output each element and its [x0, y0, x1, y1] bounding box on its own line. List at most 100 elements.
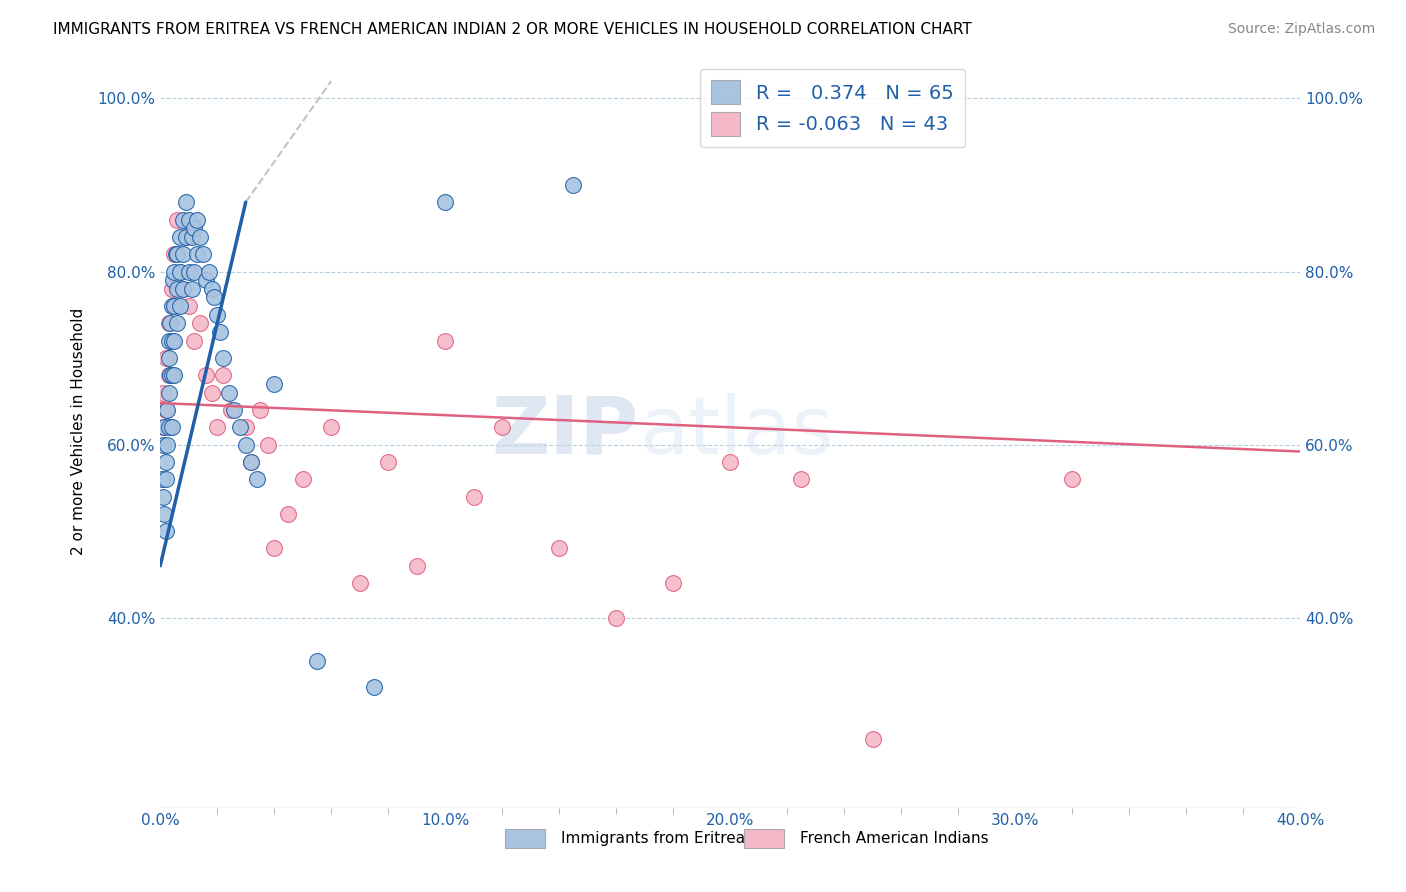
Point [321, 420, 343, 434]
Point [157, 334, 180, 348]
Point [257, 437, 280, 451]
Point [194, 368, 217, 383]
Point [172, 282, 194, 296]
Point [790, 472, 813, 486]
Point [155, 472, 177, 486]
Point [152, 420, 174, 434]
Point [183, 264, 205, 278]
Point [209, 325, 232, 339]
Point [218, 385, 240, 400]
Point [166, 317, 188, 331]
Point [377, 455, 399, 469]
Point [434, 334, 457, 348]
Point [718, 455, 741, 469]
Point [156, 403, 179, 417]
Point [197, 264, 219, 278]
Point [155, 524, 177, 538]
Point [152, 437, 174, 451]
Text: Source: ZipAtlas.com: Source: ZipAtlas.com [1227, 22, 1375, 37]
Point [172, 282, 194, 296]
Point [246, 472, 269, 486]
Point [157, 317, 180, 331]
Point [159, 317, 181, 331]
Point [235, 437, 257, 451]
Point [200, 282, 222, 296]
Point [662, 576, 685, 591]
Point [463, 490, 485, 504]
Point [160, 282, 183, 296]
Point [150, 472, 173, 486]
Point [172, 247, 194, 261]
Point [163, 299, 186, 313]
Point [202, 290, 225, 304]
Point [186, 247, 208, 261]
Y-axis label: 2 or more Vehicles in Household: 2 or more Vehicles in Household [72, 308, 86, 555]
Point [240, 455, 263, 469]
Point [166, 212, 188, 227]
Point [562, 178, 585, 192]
Point [157, 385, 180, 400]
Point [169, 264, 191, 278]
Point [169, 299, 191, 313]
Point [491, 420, 513, 434]
Point [183, 334, 205, 348]
Point [263, 541, 285, 556]
Text: atlas: atlas [638, 392, 834, 471]
Point [180, 230, 202, 244]
Point [157, 351, 180, 365]
Point [163, 368, 186, 383]
Point [235, 420, 257, 434]
Point [160, 299, 183, 313]
Text: IMMIGRANTS FROM ERITREA VS FRENCH AMERICAN INDIAN 2 OR MORE VEHICLES IN HOUSEHOL: IMMIGRANTS FROM ERITREA VS FRENCH AMERIC… [53, 22, 972, 37]
Point [186, 212, 208, 227]
Point [277, 507, 299, 521]
Point [862, 731, 884, 746]
Point [548, 541, 571, 556]
Point [174, 230, 197, 244]
Point [160, 368, 183, 383]
Point [224, 403, 246, 417]
Point [263, 377, 285, 392]
Point [155, 455, 177, 469]
Point [162, 273, 184, 287]
Point [605, 610, 627, 624]
Point [152, 490, 174, 504]
Point [169, 230, 191, 244]
Point [188, 230, 211, 244]
Point [305, 654, 328, 668]
Point [200, 385, 222, 400]
Point [249, 403, 271, 417]
Point [155, 403, 177, 417]
Text: Immigrants from Eritrea: Immigrants from Eritrea [561, 831, 745, 846]
Text: French American Indians: French American Indians [800, 831, 988, 846]
Point [1060, 472, 1083, 486]
Point [405, 558, 427, 573]
Point [165, 247, 187, 261]
Point [191, 247, 214, 261]
Point [160, 420, 183, 434]
Point [434, 195, 457, 210]
Point [157, 420, 180, 434]
Point [194, 273, 217, 287]
Point [221, 403, 243, 417]
Point [174, 195, 197, 210]
Point [163, 334, 186, 348]
Point [183, 221, 205, 235]
Point [188, 317, 211, 331]
Point [163, 264, 186, 278]
Text: ZIP: ZIP [492, 392, 638, 471]
Point [169, 264, 191, 278]
Point [166, 247, 188, 261]
Point [156, 437, 179, 451]
Point [205, 420, 228, 434]
Point [180, 282, 202, 296]
Point [160, 334, 183, 348]
Point [163, 299, 186, 313]
Point [349, 576, 371, 591]
Point [172, 212, 194, 227]
Point [153, 420, 176, 434]
Point [160, 334, 183, 348]
Point [155, 351, 177, 365]
Point [166, 282, 188, 296]
Point [240, 455, 263, 469]
